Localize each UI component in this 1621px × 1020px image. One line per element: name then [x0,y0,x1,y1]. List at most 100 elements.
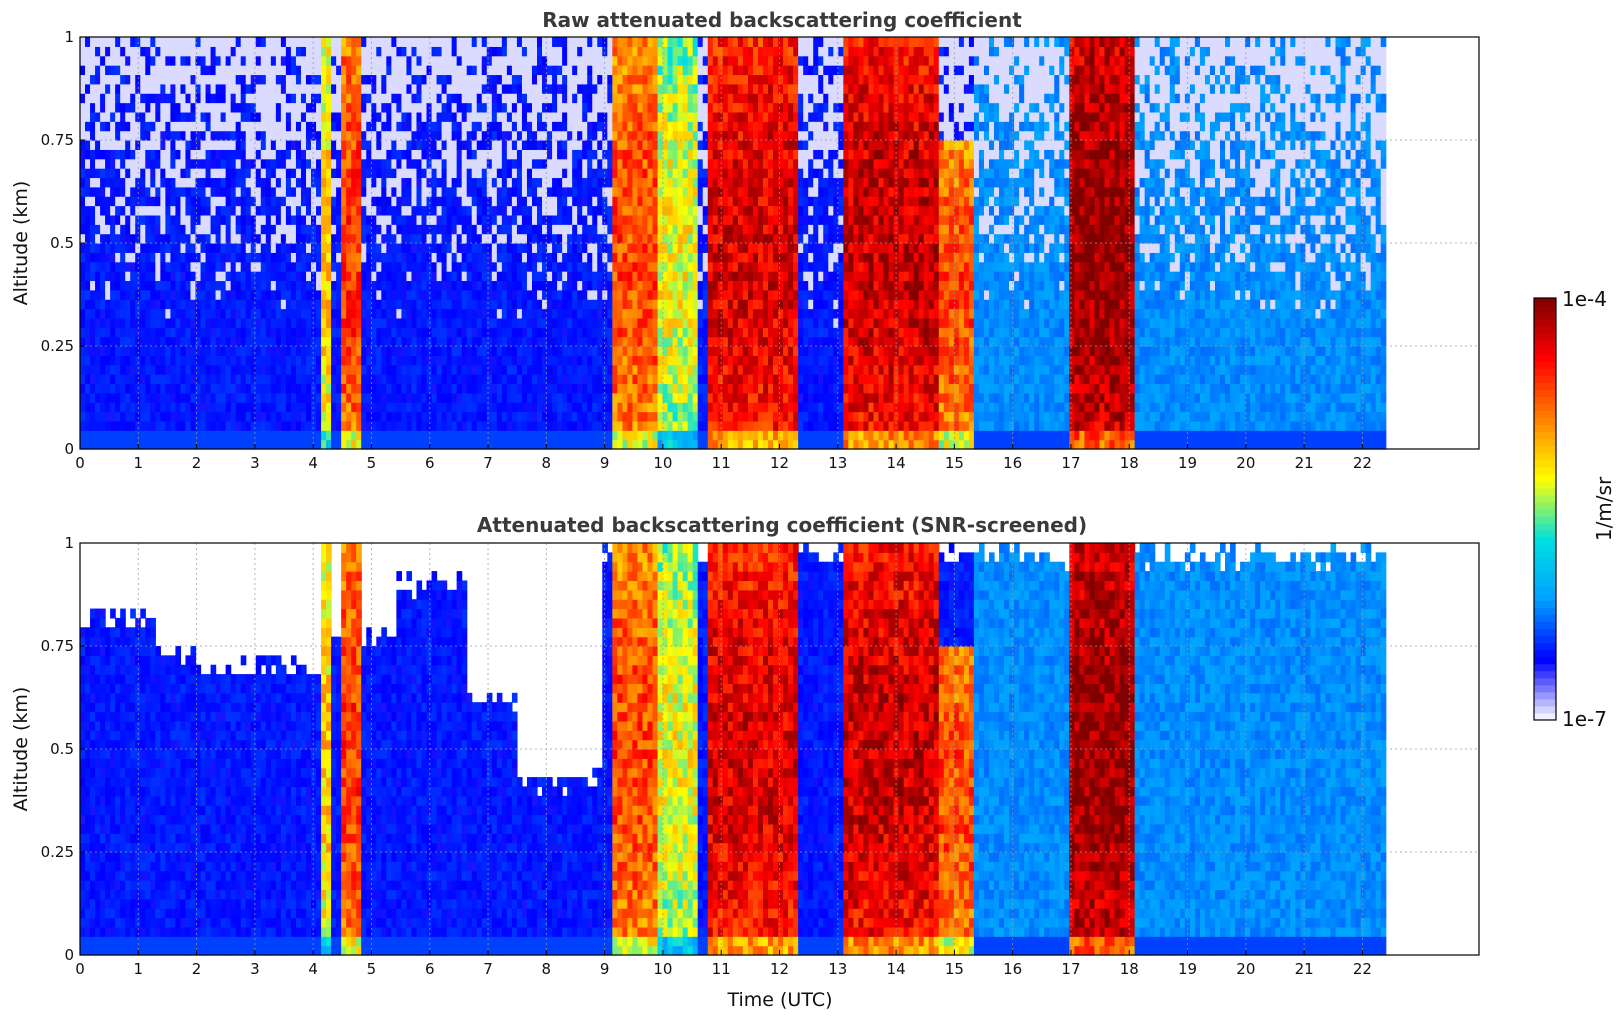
heatmap-cell [306,327,312,337]
heatmap-cell [406,196,412,206]
heatmap-cell [306,159,312,169]
heatmap-cell [592,412,598,422]
heatmap-cell [140,37,146,47]
heatmap-cell [492,365,498,375]
heatmap-cell [396,346,402,356]
heatmap-cell [617,421,623,431]
heatmap-cell [231,93,237,103]
heatmap-cell [497,131,503,141]
heatmap-cell [482,365,488,375]
heatmap-cell [562,299,568,309]
heatmap-cell [80,318,86,328]
heatmap-cell [331,393,337,403]
heatmap-cell [351,103,357,113]
heatmap-cell [361,37,367,47]
heatmap-cell [447,243,453,253]
heatmap-cell [391,430,397,440]
heatmap-cell [155,215,161,225]
heatmap-cell [236,440,242,450]
heatmap-cell [406,243,412,253]
heatmap-cell [80,93,86,103]
heatmap-cell [552,430,558,440]
heatmap-cell [206,421,212,431]
heatmap-cell [391,280,397,290]
heatmap-cell [221,149,227,159]
heatmap-cell [246,215,252,225]
heatmap-cell [246,224,252,234]
heatmap-cell [467,215,473,225]
heatmap-cell [216,280,222,290]
heatmap-cell [391,243,397,253]
heatmap-cell [502,93,508,103]
heatmap-cell [110,440,116,450]
heatmap-cell [125,412,131,422]
heatmap-cell [381,206,387,216]
heatmap-cell [467,337,473,347]
heatmap-cell [140,299,146,309]
heatmap-cell [145,65,151,75]
heatmap-cell [462,149,468,159]
heatmap-cell [256,112,262,122]
heatmap-cell [592,421,598,431]
heatmap-cell [457,37,463,47]
heatmap-cell [527,309,533,319]
heatmap-cell [502,131,508,141]
heatmap-cell [592,393,598,403]
heatmap-cell [125,56,131,66]
heatmap-cell [406,280,412,290]
heatmap-cell [607,383,613,393]
heatmap-cell [286,65,292,75]
heatmap-cell [517,402,523,412]
heatmap-cell [231,177,237,187]
heatmap-cell [296,74,302,84]
heatmap-cell [386,412,392,422]
heatmap-cell [331,234,337,244]
heatmap-cell [160,290,166,300]
heatmap-cell [391,131,397,141]
heatmap-cell [547,430,553,440]
heatmap-cell [497,393,503,403]
heatmap-cell [150,383,156,393]
heatmap-cell [326,365,332,375]
heatmap-cell [386,365,392,375]
heatmap-cell [517,290,523,300]
heatmap-cell [256,337,262,347]
heatmap-cell [150,37,156,47]
heatmap-cell [512,309,518,319]
heatmap-cell [482,337,488,347]
heatmap-cell [512,430,518,440]
heatmap-cell [125,327,131,337]
heatmap-cell [567,412,573,422]
heatmap-cell [617,318,623,328]
heatmap-cell [517,262,523,272]
heatmap-cell [627,84,633,94]
heatmap-cell [562,412,568,422]
heatmap-cell [336,346,342,356]
heatmap-cell [201,121,207,131]
heatmap-cell [281,299,287,309]
heatmap-cell [597,412,603,422]
heatmap-cell [562,149,568,159]
heatmap-cell [381,318,387,328]
heatmap-cell [110,365,116,375]
heatmap-cell [261,337,267,347]
heatmap-cell [547,177,553,187]
heatmap-cell [276,346,282,356]
heatmap-cell [587,168,593,178]
heatmap-cell [562,440,568,450]
heatmap-cell [406,421,412,431]
heatmap-cell [160,243,166,253]
heatmap-cell [216,131,222,141]
heatmap-cell [90,234,96,244]
heatmap-cell [331,224,337,234]
heatmap-cell [356,383,362,393]
heatmap-cell [130,149,136,159]
heatmap-cell [221,159,227,169]
heatmap-cell [416,234,422,244]
heatmap-cell [326,440,332,450]
heatmap-cell [522,280,528,290]
heatmap-cell [175,402,181,412]
heatmap-cell [140,421,146,431]
heatmap-cell [552,280,558,290]
heatmap-cell [497,243,503,253]
